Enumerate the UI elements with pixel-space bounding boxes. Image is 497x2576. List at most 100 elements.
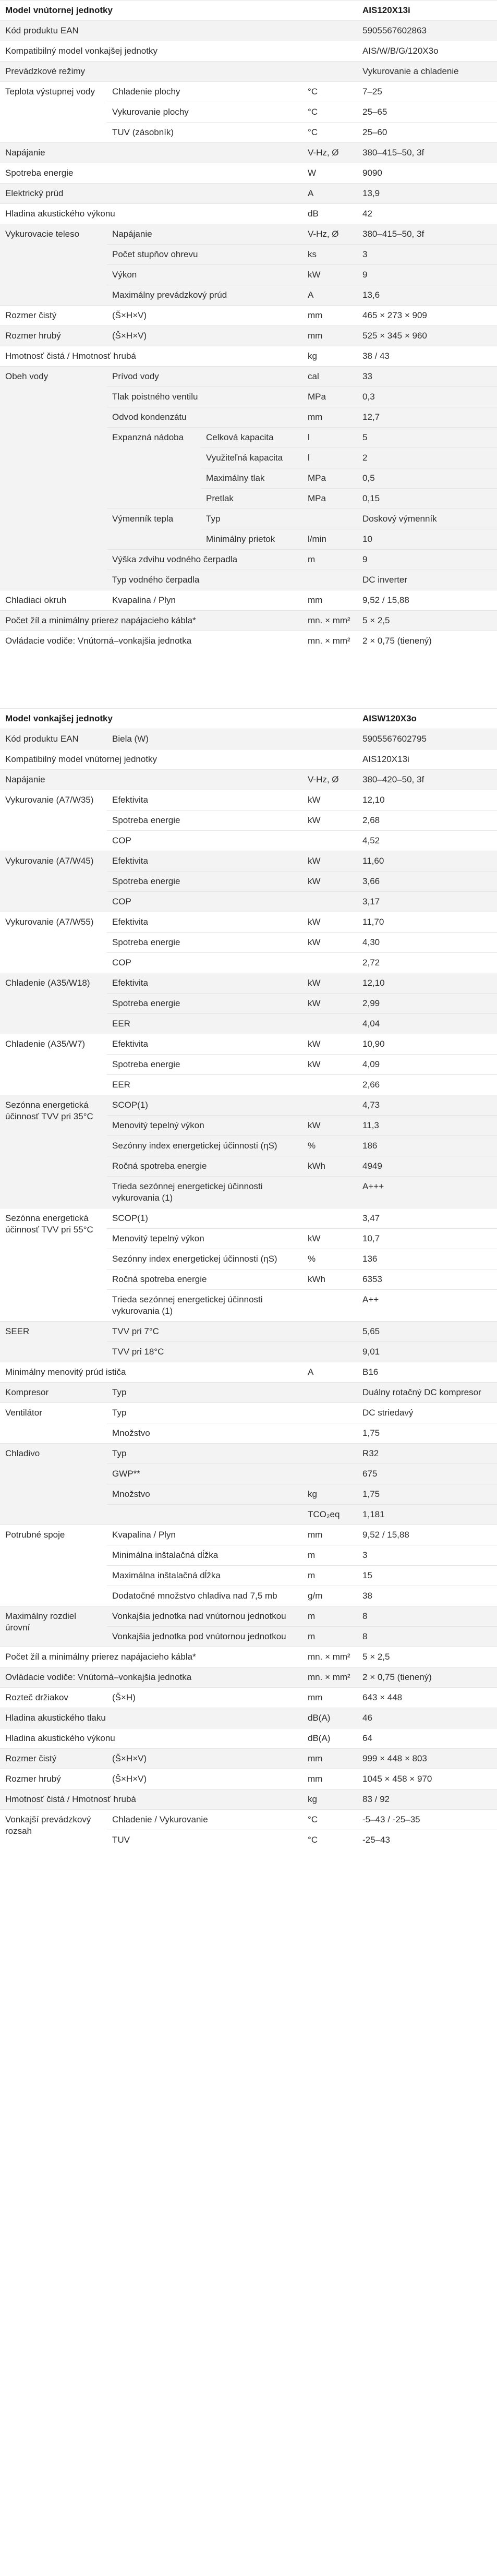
table-row: Rozmer hrubý (Š×H×V) mm 1045 × 458 × 970	[0, 1769, 497, 1789]
table-cell	[302, 1176, 358, 1208]
table-cell: Kód produktu EAN	[0, 20, 358, 41]
table-row: Napájanie V-Hz, Ø 380–415–50, 3f	[0, 142, 497, 163]
table-cell: Typ	[107, 1382, 303, 1403]
table-cell: 525 × 345 × 960	[357, 325, 497, 346]
table-cell: 12,10	[357, 790, 497, 811]
table-cell: Hmotnosť čistá / Hmotnosť hrubá	[0, 346, 303, 367]
table-row: Potrubné spoje Kvapalina / Plyn mm 9,52 / 1…	[0, 1525, 497, 1606]
table-cell: Vykurovacie teleso	[0, 224, 107, 306]
table-row: Sezónny index energetickej účinnosti (ηS…	[0, 1249, 497, 1269]
table-cell: mm	[302, 407, 358, 428]
model-label: Model vonkajšej jednotky	[0, 708, 303, 729]
table-cell: 6353	[357, 1269, 497, 1290]
table-cell: Sezónny index energetickej účinnosti (ηS…	[107, 1249, 303, 1269]
table-cell: 0,3	[357, 386, 497, 407]
table-cell: mm	[302, 590, 358, 611]
table-cell: V-Hz, Ø	[302, 769, 358, 790]
table-cell: kW	[302, 790, 358, 811]
table-cell: EER	[107, 1013, 303, 1034]
table-header-row: Model vnútornej jednotky AIS120X13i	[0, 0, 497, 21]
table-cell: V-Hz, Ø	[302, 142, 358, 163]
table-cell: Typ	[201, 509, 303, 529]
table-cell: kW	[302, 1115, 358, 1136]
table-row: Kompatibilný model vnútornej jednotky AIS…	[0, 749, 497, 770]
table-row: Kód produktu EAN Biela (W) 5905567602795	[0, 729, 497, 749]
table-cell: DC striedavý	[357, 1402, 497, 1423]
table-cell	[302, 1013, 358, 1034]
table-cell	[302, 1074, 358, 1095]
table-cell: Počet stupňov ohrevu	[107, 244, 303, 265]
table-cell: Hladina akustického výkonu	[0, 203, 303, 224]
table-cell: Menovitý tepelný výkon	[107, 1115, 303, 1136]
table-cell: Odvod kondenzátu	[107, 407, 303, 428]
table-row: Pretlak MPa 0,15	[0, 488, 497, 509]
table-row: Chladenie (A35/W18) Efektivita kW 12,10	[0, 973, 497, 1034]
table-row: Hladina akustického výkonu dB 42	[0, 203, 497, 224]
table-cell: 11,60	[357, 851, 497, 872]
table-cell: MPa	[302, 468, 358, 489]
table-row: Chladenie (A35/W7) Efektivita kW 10,90	[0, 1034, 497, 1095]
table-cell: 9090	[357, 163, 497, 184]
table-cell	[302, 1423, 358, 1444]
table-cell: %	[302, 1135, 358, 1156]
table-cell: Efektivita	[107, 912, 303, 933]
table-cell: B16	[357, 1362, 497, 1383]
table-cell: 5905567602795	[357, 729, 497, 749]
table-row: Chladivo Typ R32	[0, 1443, 497, 1525]
table-cell: mm	[302, 1687, 358, 1708]
table-cell: 10,7	[357, 1228, 497, 1249]
table-row: Ročná spotreba energie kWh 6353	[0, 1269, 497, 1290]
table-cell: Rozmer čistý	[0, 1748, 107, 1769]
table-cell: Efektivita	[107, 851, 303, 872]
table-cell	[302, 952, 358, 973]
table-row: Minimálny menovitý prúd ističa A B16	[0, 1362, 497, 1383]
table-row: Typ vodného čerpadla DC inverter	[0, 570, 497, 590]
table-row: Spotreba energie kW 2,99	[0, 993, 497, 1014]
table-row: TUV (zásobník) °C 25–60	[0, 122, 497, 143]
table-cell: m	[302, 1606, 358, 1627]
table-cell: l/min	[302, 529, 358, 550]
indoor-unit-spec-table: Model vnútornej jednotky AIS120X13i Kód pr…	[0, 0, 497, 651]
table-cell: COP	[107, 830, 303, 851]
table-row: Rozteč držiakov (Š×H) mm 643 × 448	[0, 1687, 497, 1708]
table-cell: °C	[302, 122, 358, 143]
table-cell: 2,99	[357, 993, 497, 1014]
table-cell: %	[302, 1249, 358, 1269]
table-row: Počet žíl a minimálny prierez napájacieh…	[0, 610, 497, 631]
table-row: Vykurovanie (A7/W45) Efektivita kW 11,60	[0, 851, 497, 912]
table-cell: Vonkajšia jednotka nad vnútornou jednotk…	[107, 1606, 303, 1627]
table-row: Množstvo kg 1,75	[0, 1484, 497, 1505]
table-row: Elektrický prúd A 13,9	[0, 183, 497, 204]
table-cell: 11,3	[357, 1115, 497, 1136]
table-cell: TVV pri 7°C	[107, 1321, 303, 1342]
table-row: Využiteľná kapacita l 2	[0, 448, 497, 468]
table-cell: W	[302, 163, 358, 184]
table-cell: 9,52 / 15,88	[357, 1525, 497, 1545]
table-cell: 11,70	[357, 912, 497, 933]
table-cell: A+++	[357, 1176, 497, 1208]
table-cell: 380–415–50, 3f	[357, 142, 497, 163]
table-row: Sezónna energetická účinnosť TVV pri 35°…	[0, 1095, 497, 1208]
table-cell: 4949	[357, 1156, 497, 1177]
table-cell: 2 × 0,75 (tienený)	[357, 1667, 497, 1688]
table-cell: 5905567602863	[357, 20, 497, 41]
outdoor-unit-spec-table: Model vonkajšej jednotky AISW120X3o Kód pr…	[0, 708, 497, 1850]
table-cell: Minimálny menovitý prúd ističa	[0, 1362, 303, 1383]
table-cell: Maximálny rozdiel úrovní	[0, 1606, 107, 1647]
section-gap	[0, 651, 497, 708]
table-cell: (Š×H×V)	[107, 305, 303, 326]
table-row: Hmotnosť čistá / Hmotnosť hrubá kg 38 / 43	[0, 346, 497, 367]
table-cell: kW	[302, 810, 358, 831]
table-cell: TCO₂eq	[302, 1504, 358, 1525]
table-row: Maximálny rozdiel úrovní Vonkajšia jednot…	[0, 1606, 497, 1647]
table-cell: l	[302, 427, 358, 448]
table-cell: 4,52	[357, 830, 497, 851]
table-cell: Vykurovanie plochy	[107, 102, 303, 123]
table-cell	[302, 891, 358, 912]
table-cell: 13,9	[357, 183, 497, 204]
table-cell: Hmotnosť čistá / Hmotnosť hrubá	[0, 1789, 303, 1810]
table-cell	[302, 830, 358, 851]
table-cell: Pretlak	[201, 488, 303, 509]
table-cell: 3	[357, 1545, 497, 1566]
table-cell: Spotreba energie	[107, 871, 303, 892]
